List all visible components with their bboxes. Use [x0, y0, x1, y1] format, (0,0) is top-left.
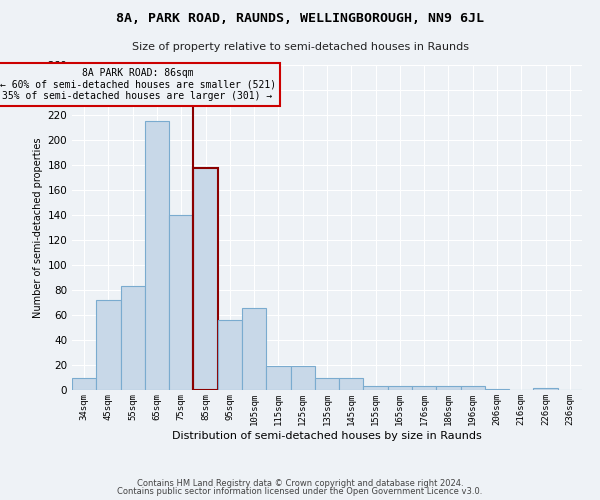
Bar	[266, 366, 290, 390]
Bar	[533, 388, 558, 390]
Text: Contains public sector information licensed under the Open Government Licence v3: Contains public sector information licen…	[118, 487, 482, 496]
Bar	[364, 386, 388, 390]
Bar	[121, 286, 145, 390]
Bar	[339, 378, 364, 390]
Bar	[145, 121, 169, 390]
Text: 8A PARK ROAD: 86sqm
← 60% of semi-detached houses are smaller (521)
35% of semi-: 8A PARK ROAD: 86sqm ← 60% of semi-detach…	[0, 68, 275, 100]
Bar	[96, 300, 121, 390]
Text: 8A, PARK ROAD, RAUNDS, WELLINGBOROUGH, NN9 6JL: 8A, PARK ROAD, RAUNDS, WELLINGBOROUGH, N…	[116, 12, 484, 26]
Bar	[315, 378, 339, 390]
Y-axis label: Number of semi-detached properties: Number of semi-detached properties	[33, 137, 43, 318]
Bar	[72, 378, 96, 390]
Bar	[485, 389, 509, 390]
Bar	[290, 366, 315, 390]
Bar	[412, 386, 436, 390]
Bar	[436, 386, 461, 390]
Bar	[193, 168, 218, 390]
Bar	[242, 308, 266, 390]
Bar	[218, 320, 242, 390]
X-axis label: Distribution of semi-detached houses by size in Raunds: Distribution of semi-detached houses by …	[172, 430, 482, 440]
Bar	[169, 215, 193, 390]
Bar	[461, 386, 485, 390]
Bar	[388, 386, 412, 390]
Text: Contains HM Land Registry data © Crown copyright and database right 2024.: Contains HM Land Registry data © Crown c…	[137, 478, 463, 488]
Text: Size of property relative to semi-detached houses in Raunds: Size of property relative to semi-detach…	[131, 42, 469, 52]
